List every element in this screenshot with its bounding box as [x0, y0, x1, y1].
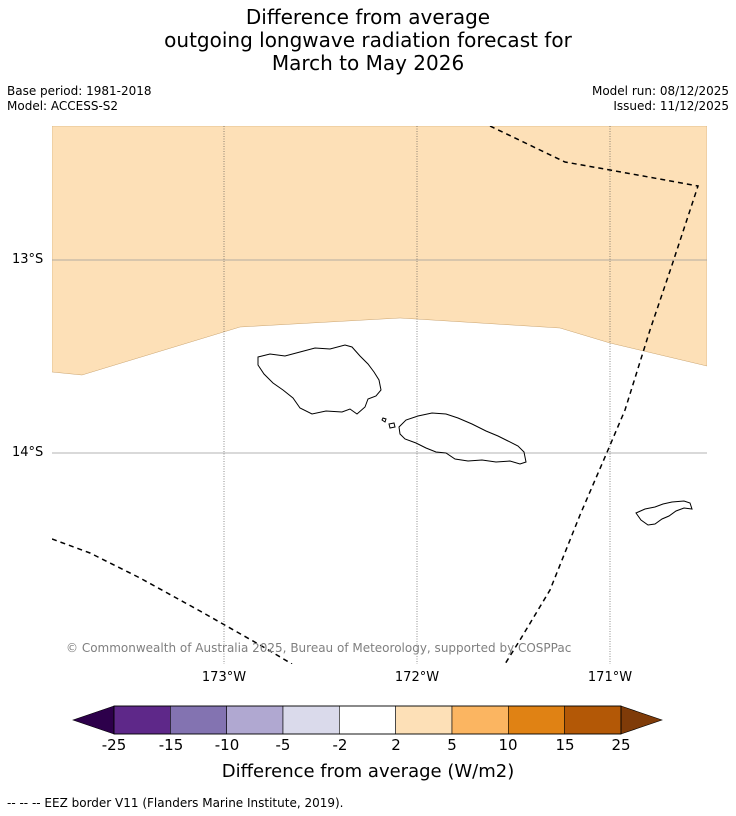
- title-line-3: March to May 2026: [271, 51, 465, 75]
- meta-left: Base period: 1981-2018 Model: ACCESS-S2: [7, 84, 152, 114]
- lon-label-172w: 172°W: [394, 670, 440, 685]
- colorbar-tick: 25: [611, 736, 631, 754]
- colorbar-tick: 10: [498, 736, 518, 754]
- islet-apolima: [381, 417, 387, 423]
- model-run: Model run: 08/12/2025: [591, 84, 729, 98]
- colorbar-tick: -25: [101, 736, 127, 754]
- colorbar-cell: [282, 705, 340, 735]
- colorbar-label: Difference from average (W/m2): [221, 761, 515, 782]
- issued-date: Issued: 11/12/2025: [613, 99, 729, 113]
- model-name: Model: ACCESS-S2: [7, 99, 119, 113]
- eez-border-southwest: [52, 538, 293, 664]
- meta-right: Model run: 08/12/2025 Issued: 11/12/2025: [592, 84, 729, 114]
- colorbar-cell: [451, 705, 509, 735]
- map-panel: [52, 126, 707, 664]
- anomaly-region-2-to-5: [52, 126, 707, 376]
- eez-footnote: -- -- -- EEZ border V11 (Flanders Marine…: [7, 796, 344, 810]
- colorbar-under-arrow: [72, 705, 115, 735]
- colorbar-tick: -2: [332, 736, 348, 754]
- colorbar-tick: 15: [555, 736, 575, 754]
- colorbar-cell: [170, 705, 227, 735]
- title-line-1: Difference from average: [245, 5, 491, 29]
- colorbar-outline: [113, 705, 622, 735]
- colorbar-cell: [564, 705, 622, 735]
- colorbar-tick: -5: [275, 736, 291, 754]
- island-upolu: [398, 412, 527, 465]
- eez-border-east: [489, 126, 699, 664]
- islet-manono: [388, 422, 396, 429]
- colorbar-cell: [395, 705, 453, 735]
- colorbar-cell: [113, 705, 171, 735]
- lat-label-13s: 13°S: [12, 252, 44, 267]
- colorbar-tick: 5: [447, 736, 457, 754]
- copyright-notice: © Commonwealth of Australia 2025, Bureau…: [66, 641, 572, 655]
- colorbar-cell: [339, 705, 396, 735]
- chart-title: Difference from average outgoing longwav…: [0, 6, 736, 75]
- colorbar-cell: [226, 705, 284, 735]
- base-period: Base period: 1981-2018: [7, 84, 152, 98]
- lon-label-173w: 173°W: [201, 670, 247, 685]
- colorbar-tick: -10: [214, 736, 240, 754]
- colorbar-tick: 2: [391, 736, 401, 754]
- colorbar-over-arrow: [620, 705, 663, 735]
- colorbar-cell: [508, 705, 565, 735]
- colorbar-tick: -15: [158, 736, 184, 754]
- lat-label-14s: 14°S: [12, 445, 44, 460]
- island-tutuila: [635, 500, 693, 526]
- lon-label-171w: 171°W: [587, 670, 633, 685]
- title-line-2: outgoing longwave radiation forecast for: [164, 28, 572, 52]
- island-savaii: [257, 344, 382, 415]
